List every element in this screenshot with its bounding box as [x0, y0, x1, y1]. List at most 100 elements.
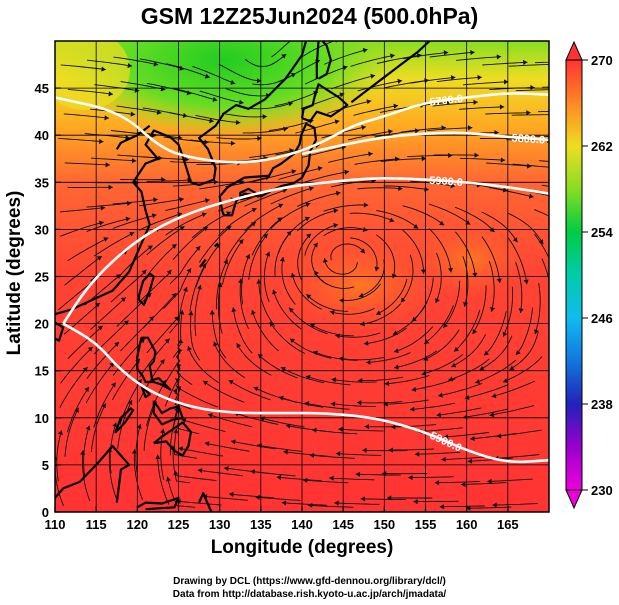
streamline-arrow [448, 152, 453, 159]
streamline [455, 231, 476, 278]
streamline [112, 198, 158, 205]
streamline-arrow [342, 65, 348, 71]
streamline-arrow [467, 458, 473, 464]
streamline-arrow [238, 239, 244, 245]
streamline [366, 352, 411, 363]
streamline-arrow [278, 203, 284, 209]
colorbar: 230 238 246 254 262 270 [565, 40, 613, 510]
streamline-arrow [304, 216, 310, 222]
streamline [482, 61, 528, 66]
streamline [278, 167, 323, 180]
streamline-arrow [166, 269, 172, 275]
streamline [312, 429, 358, 435]
coastline-segment [315, 41, 320, 79]
streamline [388, 448, 434, 451]
streamline [400, 127, 446, 133]
streamline-arrow [155, 454, 161, 460]
streamline [330, 403, 376, 407]
streamline [309, 454, 355, 459]
coastline-segment [136, 496, 180, 511]
x-tick-label: 165 [497, 517, 519, 532]
streamline [244, 188, 288, 207]
streamline-arrow [131, 158, 137, 164]
streamline-arrow [443, 322, 448, 328]
streamline [410, 180, 456, 187]
streamline-arrow [103, 237, 109, 242]
streamline-arrow [330, 310, 335, 316]
streamline-arrow [256, 279, 262, 284]
streamline-arrow [101, 66, 106, 72]
streamline-arrow [523, 279, 529, 285]
streamline [296, 209, 339, 232]
streamline-arrow [334, 500, 339, 506]
streamline-arrow [394, 348, 399, 354]
streamline-arrow [355, 471, 360, 477]
coastline-segment [213, 242, 219, 248]
streamline-arrow [99, 220, 104, 226]
credit-drawing: Drawing by DCL (https://www.gfd-dennou.o… [173, 576, 446, 587]
streamline [475, 359, 516, 384]
streamline [278, 216, 310, 254]
streamline [350, 54, 395, 67]
streamline-arrow [492, 502, 497, 508]
y-tick-label: 10 [35, 411, 49, 426]
streamline-arrow [209, 118, 214, 124]
streamline-arrow [230, 79, 236, 85]
streamline-arrow [104, 115, 109, 121]
streamline [296, 192, 341, 207]
streamline [108, 447, 117, 499]
streamline [502, 286, 514, 337]
streamline-arrow [231, 307, 237, 312]
coastline-segment [239, 187, 258, 201]
streamline-arrow [509, 365, 515, 371]
streamline-arrow [358, 292, 364, 298]
streamline-arrow [494, 130, 499, 136]
streamline [460, 482, 507, 485]
streamline [112, 214, 157, 229]
streamline [274, 91, 319, 107]
streamline [541, 258, 549, 283]
streamline-arrow [411, 386, 417, 392]
streamline [375, 278, 408, 315]
streamline-arrow [114, 342, 120, 347]
streamline-arrow [388, 129, 393, 135]
streamline-arrow [153, 197, 158, 203]
streamline-arrow [329, 475, 334, 481]
streamline-arrow [496, 433, 502, 439]
streamline [269, 321, 306, 354]
streamline-arrow [439, 504, 445, 510]
streamline-arrow [231, 439, 236, 445]
streamline-arrow [187, 345, 192, 351]
streamline-arrow [394, 364, 399, 370]
streamline [330, 243, 366, 261]
streamline-arrow [468, 125, 473, 131]
streamline-arrow [204, 73, 210, 79]
streamline [515, 262, 523, 313]
streamline-arrow [500, 157, 506, 163]
streamline [229, 493, 275, 499]
streamline-arrow [127, 62, 133, 69]
streamline-arrow [134, 87, 140, 93]
streamline [192, 65, 236, 85]
streamline-arrow [306, 233, 311, 239]
streamline-arrow [235, 119, 241, 125]
streamline [393, 326, 434, 353]
streamline [508, 63, 549, 67]
streamline-arrow [224, 465, 229, 471]
streamline [60, 64, 106, 71]
streamline-arrow [383, 401, 388, 407]
streamline-arrow [368, 151, 373, 157]
streamline-arrow [253, 386, 259, 392]
streamline-arrow [176, 363, 182, 369]
streamline-arrow [100, 205, 106, 211]
streamline [163, 267, 192, 309]
streamline [59, 207, 106, 213]
streamline [63, 302, 101, 335]
streamline [225, 221, 257, 261]
streamline-arrow [278, 395, 284, 401]
streamline-arrow [470, 49, 475, 56]
y-tick-label: 35 [35, 175, 49, 190]
streamline-arrow [360, 496, 366, 502]
contour-label: 5900.0 [429, 175, 463, 189]
streamline-arrow [129, 231, 135, 237]
